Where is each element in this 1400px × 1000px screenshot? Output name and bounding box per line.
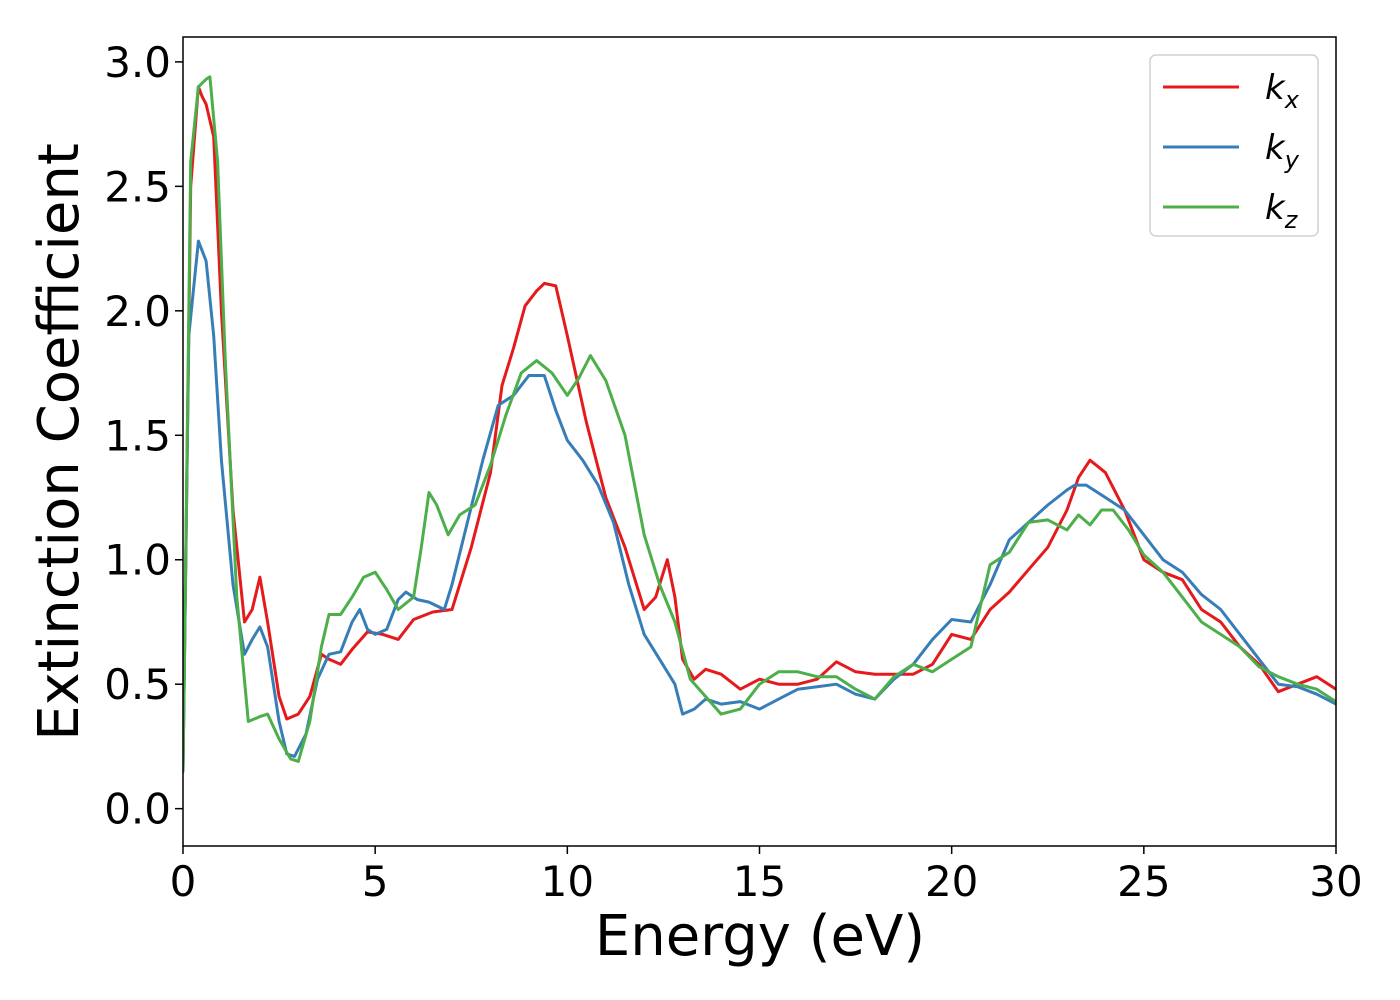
x-tick-label: 20 [925,857,978,906]
x-tick-label: 0 [170,857,197,906]
x-axis-title: Energy (eV) [595,904,925,969]
x-tick-label: 15 [733,857,786,906]
series-line-kz [183,75,1336,773]
y-tick-label: 3.0 [104,38,171,87]
axes-layer: 0 5 10 15 20 25 30 0.0 0.5 1.0 1.5 2.0 2.5 3.0 [104,36,1363,906]
y-tick-label: 1.5 [104,411,171,460]
y-tick-label: 2.0 [104,287,171,336]
x-tick-label: 10 [541,857,594,906]
y-tick-label: 2.5 [104,162,171,211]
series-layer [183,75,1336,773]
y-tick-label: 1.0 [104,536,171,585]
y-axis-title: Extinction Coefficient [27,143,92,741]
series-line-ky [183,239,1336,773]
series-line-kx [183,85,1336,773]
y-tick-label: 0.0 [104,785,171,834]
x-tick-label: 25 [1117,857,1170,906]
x-tick-label: 30 [1309,857,1362,906]
x-tick-label: 5 [362,857,389,906]
y-tick-label: 0.5 [104,660,171,709]
